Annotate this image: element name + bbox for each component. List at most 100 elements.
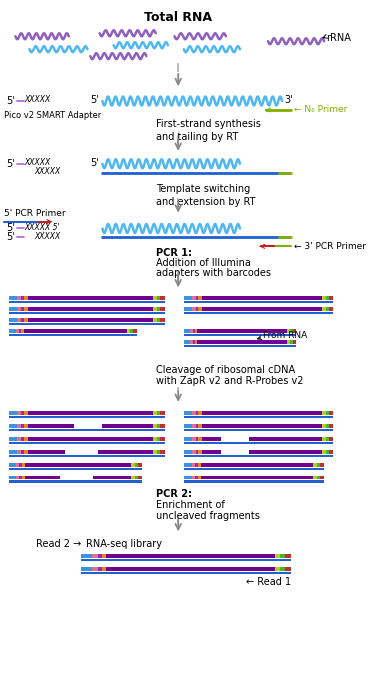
Bar: [184, 296, 192, 300]
Bar: [17, 307, 22, 312]
Bar: [102, 567, 106, 571]
Bar: [184, 307, 192, 312]
Bar: [320, 475, 324, 480]
Text: XXXXX: XXXXX: [34, 167, 60, 176]
Bar: [317, 475, 320, 480]
Bar: [192, 411, 196, 414]
Text: adapters with barcodes: adapters with barcodes: [156, 268, 271, 279]
Bar: [22, 475, 25, 480]
Text: 5': 5': [90, 158, 99, 168]
Text: Template switching
and extension by RT: Template switching and extension by RT: [156, 183, 255, 207]
Bar: [160, 318, 165, 322]
Bar: [9, 296, 17, 300]
Bar: [28, 411, 153, 414]
Bar: [9, 323, 165, 326]
Bar: [9, 411, 17, 414]
Text: Total RNA: Total RNA: [144, 11, 212, 25]
Text: XXXXX: XXXXX: [34, 232, 60, 241]
Bar: [9, 449, 17, 454]
Bar: [17, 411, 22, 414]
Bar: [24, 437, 28, 440]
Bar: [184, 411, 192, 414]
Bar: [22, 318, 24, 322]
Bar: [157, 307, 160, 312]
Bar: [184, 463, 192, 466]
Text: with ZapR v2 and R-Probes v2: with ZapR v2 and R-Probes v2: [156, 376, 303, 386]
Text: rRNA: rRNA: [326, 34, 351, 43]
Bar: [184, 424, 192, 428]
Bar: [81, 554, 93, 558]
Bar: [157, 424, 160, 428]
Bar: [329, 307, 333, 312]
Bar: [157, 411, 160, 414]
Bar: [326, 437, 329, 440]
Bar: [16, 329, 19, 333]
Bar: [184, 345, 296, 347]
Bar: [93, 554, 98, 558]
Bar: [157, 296, 160, 300]
Bar: [287, 340, 290, 344]
Text: Read 2 →: Read 2 →: [36, 539, 81, 550]
Bar: [24, 411, 28, 414]
Bar: [198, 475, 201, 480]
Bar: [196, 437, 198, 440]
Bar: [280, 554, 285, 558]
Text: First-strand synthesis
and tailing by RT: First-strand synthesis and tailing by RT: [156, 119, 260, 142]
Bar: [198, 449, 202, 454]
Bar: [249, 449, 322, 454]
Bar: [195, 475, 198, 480]
Text: 3': 3': [284, 95, 293, 105]
Bar: [160, 424, 165, 428]
Bar: [184, 442, 333, 444]
Bar: [22, 437, 24, 440]
Text: Pico v2 SMART Adapter: Pico v2 SMART Adapter: [4, 111, 101, 120]
Bar: [93, 567, 98, 571]
Bar: [24, 296, 28, 300]
Bar: [198, 296, 202, 300]
Bar: [184, 334, 296, 336]
Bar: [9, 442, 165, 444]
Bar: [25, 463, 132, 466]
Bar: [22, 449, 24, 454]
Bar: [22, 307, 24, 312]
Bar: [198, 463, 201, 466]
Bar: [198, 424, 202, 428]
Bar: [9, 437, 17, 440]
Bar: [9, 307, 17, 312]
Bar: [190, 329, 193, 333]
Bar: [202, 449, 221, 454]
Bar: [132, 475, 135, 480]
Bar: [98, 567, 102, 571]
Bar: [153, 449, 157, 454]
Bar: [202, 307, 322, 312]
Bar: [17, 437, 22, 440]
Bar: [192, 463, 195, 466]
Bar: [326, 307, 329, 312]
Bar: [17, 296, 22, 300]
Bar: [160, 411, 165, 414]
Bar: [192, 424, 196, 428]
Bar: [98, 449, 153, 454]
Bar: [322, 449, 326, 454]
Bar: [322, 437, 326, 440]
Bar: [160, 449, 165, 454]
Bar: [28, 296, 153, 300]
Bar: [201, 463, 313, 466]
Text: ← N₆ Primer: ← N₆ Primer: [294, 106, 347, 115]
Bar: [326, 411, 329, 414]
Bar: [184, 312, 333, 314]
Bar: [28, 449, 65, 454]
Bar: [184, 428, 333, 431]
Bar: [20, 463, 22, 466]
Bar: [329, 296, 333, 300]
Bar: [320, 463, 324, 466]
Bar: [9, 463, 16, 466]
Bar: [19, 329, 22, 333]
Bar: [138, 463, 142, 466]
Bar: [326, 296, 329, 300]
Text: ← 3' PCR Primer: ← 3' PCR Primer: [294, 242, 366, 251]
Bar: [135, 475, 138, 480]
Bar: [127, 329, 130, 333]
Text: uncleaved fragments: uncleaved fragments: [156, 512, 260, 522]
Text: Enrichment of: Enrichment of: [156, 500, 225, 510]
